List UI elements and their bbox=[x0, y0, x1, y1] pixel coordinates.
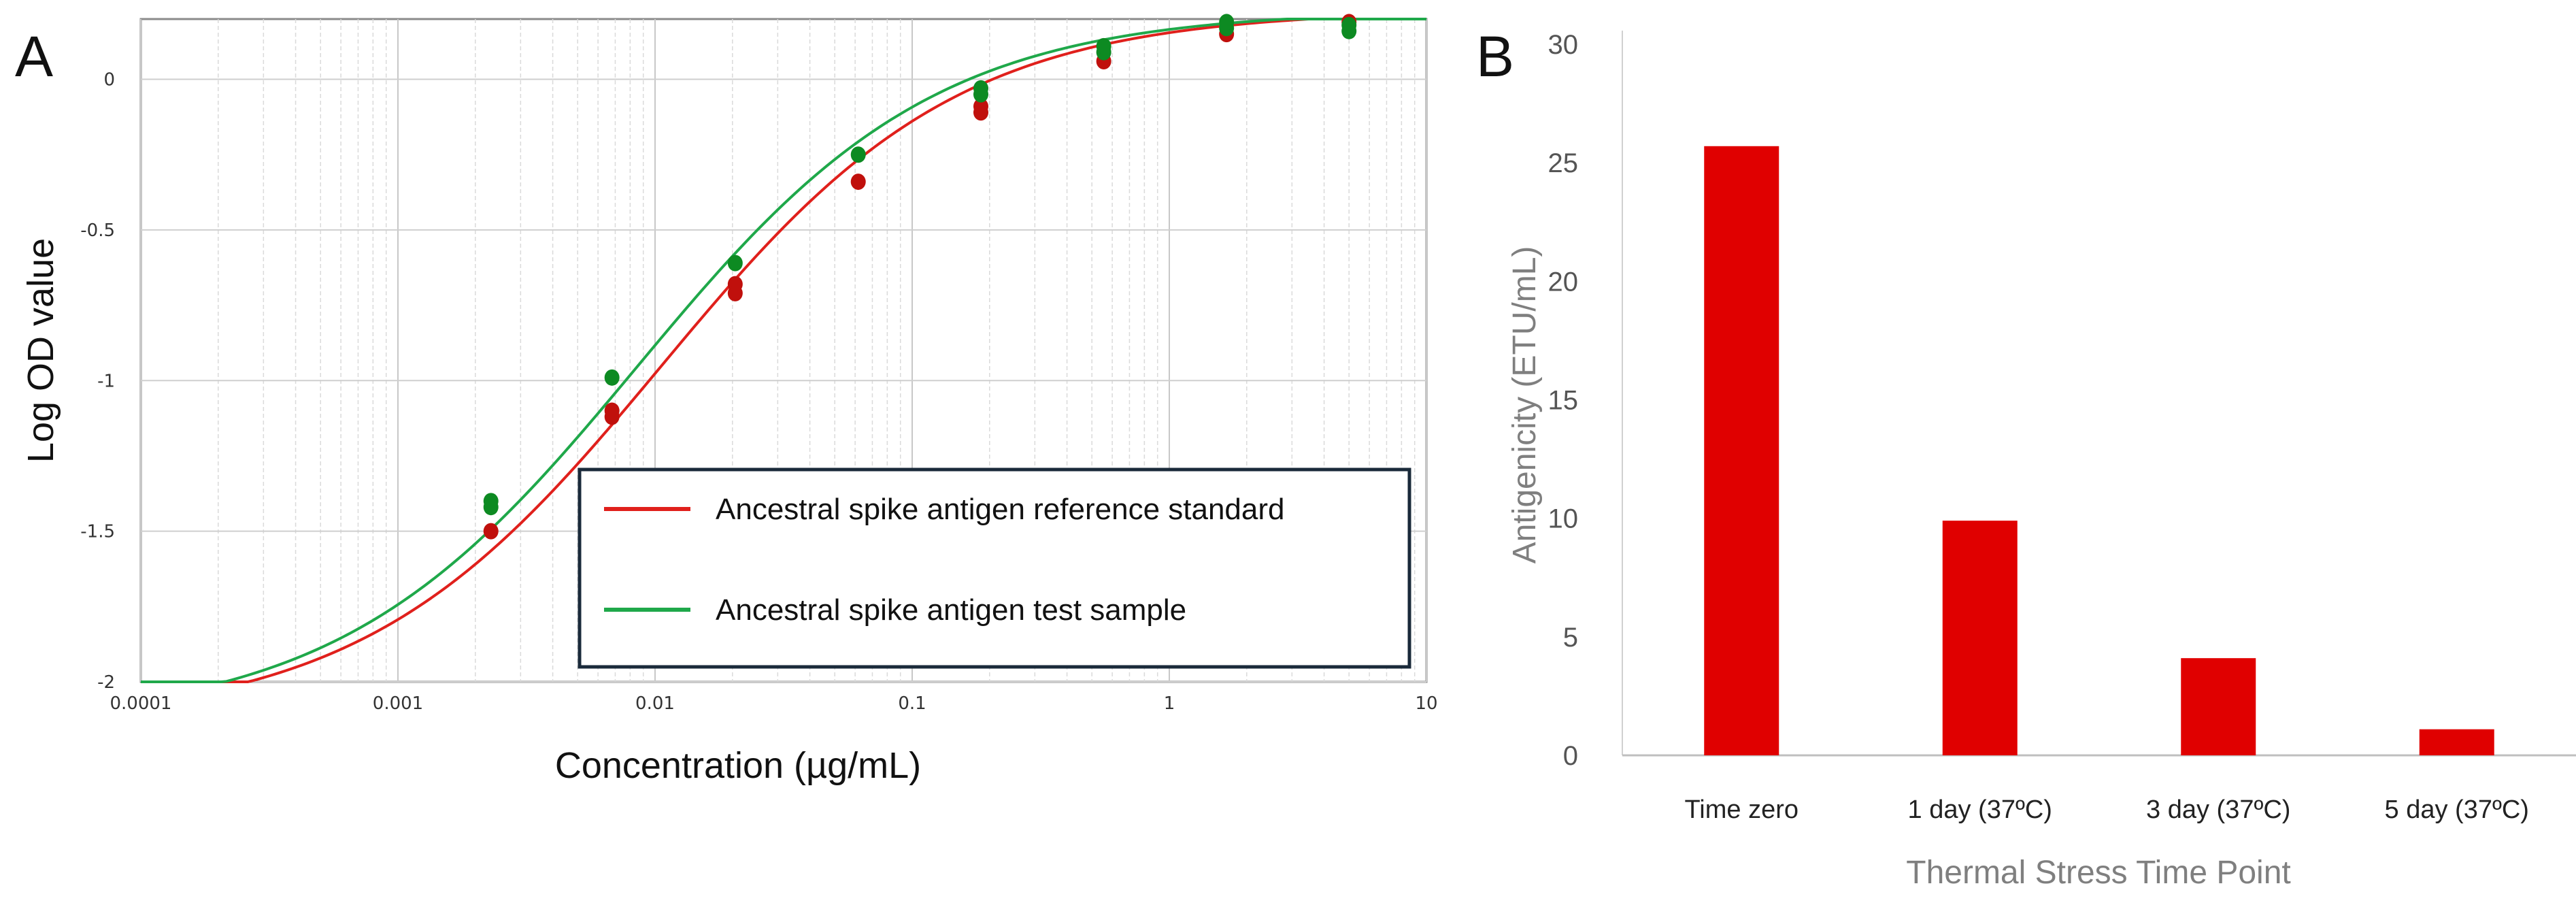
data-point-reference bbox=[973, 98, 988, 115]
category-label: 1 day (37ºC) bbox=[1908, 795, 2052, 824]
y-tick-label: -1.5 bbox=[80, 522, 115, 542]
y-tick-label: 0 bbox=[103, 70, 115, 91]
x-tick-label: 0.001 bbox=[373, 693, 423, 714]
panel-a-x-ticks: 0.0001 0.001 0.01 0.1 1 10 bbox=[110, 693, 1438, 714]
y-tick-label: -2 bbox=[97, 672, 115, 693]
data-point-reference bbox=[850, 174, 866, 191]
category-label: Time zero bbox=[1684, 795, 1799, 824]
series-line-reference bbox=[141, 18, 1426, 683]
data-point-test bbox=[483, 499, 499, 516]
x-tick-label: 10 bbox=[1415, 693, 1437, 714]
panel-b-y-ticks: 0 5 10 15 20 25 30 bbox=[1548, 30, 1579, 771]
bar bbox=[1942, 521, 2018, 755]
panel-b-y-axis-label: Antigenicity (ETU/mL) bbox=[1507, 246, 1543, 564]
data-point-test bbox=[1341, 16, 1357, 33]
panel-b-bars bbox=[1704, 146, 2494, 756]
bar bbox=[2419, 729, 2494, 755]
data-point-test bbox=[1096, 37, 1111, 54]
panel-a-x-axis-label: Concentration (µg/mL) bbox=[555, 745, 921, 786]
x-tick-label: 1 bbox=[1164, 693, 1175, 714]
x-tick-label: 0.01 bbox=[635, 693, 675, 714]
y-tick-label: 30 bbox=[1548, 30, 1579, 60]
legend-label-reference: Ancestral spike antigen reference standa… bbox=[716, 493, 1285, 526]
panel-a-letter: A bbox=[15, 24, 53, 88]
y-tick-label: 25 bbox=[1548, 148, 1579, 178]
panel-a-legend: Ancestral spike antigen reference standa… bbox=[578, 467, 1411, 669]
data-point-reference bbox=[604, 408, 620, 425]
y-tick-label: 5 bbox=[1563, 623, 1578, 653]
data-point-test bbox=[850, 146, 866, 163]
panel-a-y-ticks: 0 -0.5 -1 -1.5 -2 bbox=[80, 70, 115, 693]
data-point-test bbox=[1219, 14, 1235, 31]
y-tick-label: 15 bbox=[1548, 386, 1579, 416]
panel-a-y-axis-label: Log OD value bbox=[20, 238, 61, 463]
y-tick-label: 0 bbox=[1563, 741, 1578, 771]
y-tick-label: -1 bbox=[97, 371, 115, 391]
series-line-test bbox=[141, 18, 1426, 683]
panel-a-curves bbox=[141, 18, 1426, 683]
bar bbox=[1704, 146, 1779, 756]
data-point-reference bbox=[727, 284, 743, 301]
x-tick-label: 0.0001 bbox=[110, 693, 172, 714]
y-tick-label: 20 bbox=[1548, 267, 1579, 297]
y-tick-label: -0.5 bbox=[80, 220, 115, 241]
category-label: 5 day (37ºC) bbox=[2385, 795, 2529, 824]
panel-b-letter: B bbox=[1476, 24, 1514, 88]
legend-box bbox=[578, 467, 1411, 669]
bar bbox=[2181, 658, 2256, 755]
data-point-test bbox=[973, 86, 988, 103]
panel-a-chart: A 0.0001 0.001 0.01 0.1 1 10 0 -0.5 -1 -1.5 -2 Co… bbox=[15, 14, 1438, 786]
panel-b-x-axis-label: Thermal Stress Time Point bbox=[1906, 855, 2291, 891]
data-point-test bbox=[727, 255, 743, 272]
panel-b-category-labels: Time zero 1 day (37ºC) 3 day (37ºC) 5 day (… bbox=[1684, 795, 2528, 824]
panel-a-points bbox=[483, 14, 1357, 540]
category-label: 3 day (37ºC) bbox=[2146, 795, 2290, 824]
data-point-reference bbox=[483, 523, 499, 540]
x-tick-label: 0.1 bbox=[898, 693, 926, 714]
y-tick-label: 10 bbox=[1548, 504, 1579, 534]
data-point-test bbox=[604, 369, 620, 386]
legend-label-test: Ancestral spike antigen test sample bbox=[716, 593, 1186, 627]
panel-b-chart: B 0 5 10 15 20 25 30 Time zero 1 day (37ºC) 3 da… bbox=[1476, 24, 2576, 891]
